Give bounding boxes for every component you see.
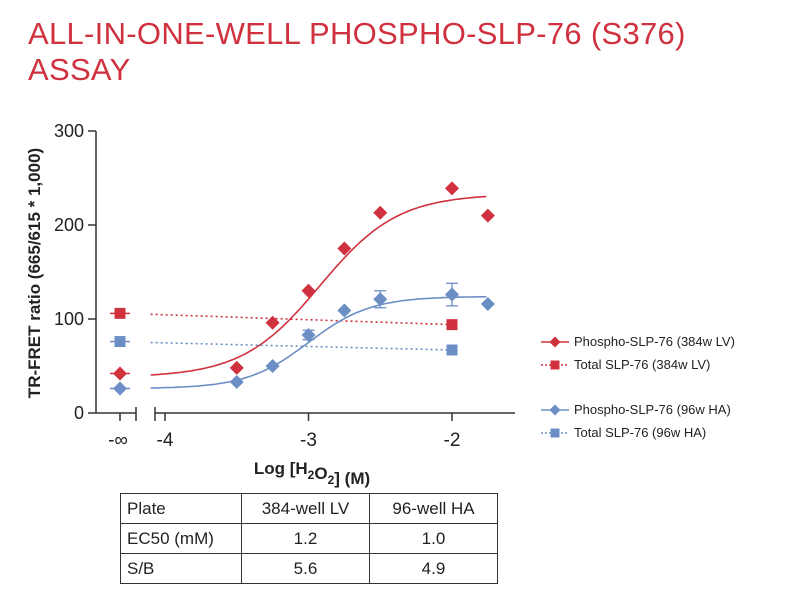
- legend-label-phospho-96: Phospho-SLP-76 (96w HA): [574, 402, 731, 417]
- legend-item-phospho-96: Phospho-SLP-76 (96w HA): [540, 398, 790, 421]
- series-0-fit-curve: [150, 195, 487, 376]
- legend-point: [549, 336, 561, 347]
- series-0-point: [301, 283, 316, 298]
- legend-label-total-96: Total SLP-76 (96w HA): [574, 425, 707, 440]
- series-2-point: [480, 296, 495, 311]
- series-3-point: [446, 344, 458, 356]
- y-tick-label: 0: [74, 403, 84, 423]
- series-3-trend-line: [150, 341, 453, 351]
- summary-header-cell: 384-well LV: [241, 493, 370, 524]
- summary-row: EC50 (mM) 1.2 1.0: [120, 523, 498, 554]
- summary-header-row: Plate 384-well LV 96-well HA: [120, 493, 498, 524]
- series-2-point: [337, 303, 352, 318]
- legend-marker-phospho-96: [541, 404, 569, 415]
- legend-marker-total-384: [541, 360, 569, 369]
- summary-cell: 5.6: [241, 553, 370, 584]
- series-0-baseline-point: [113, 366, 127, 381]
- series-2-point: [265, 359, 280, 373]
- legend-point: [549, 404, 561, 415]
- summary-cell: EC50 (mM): [120, 523, 242, 554]
- summary-header-cell: 96-well HA: [369, 493, 498, 524]
- series-3-baseline-point: [114, 336, 126, 348]
- legend-item-total-384: Total SLP-76 (384w LV): [540, 353, 790, 376]
- summary-row: S/B 5.6 4.9: [120, 553, 498, 584]
- legend-point: [550, 428, 560, 437]
- x-tick-label: -4: [157, 430, 174, 451]
- legend-label-phospho-384: Phospho-SLP-76 (384w LV): [574, 334, 735, 349]
- summary-cell: 1.2: [241, 523, 370, 554]
- series-2-point: [373, 292, 388, 307]
- chart-title: ALL-IN-ONE-WELL PHOSPHO-SLP-76 (S376) AS…: [28, 16, 748, 88]
- legend-item-total-96: Total SLP-76 (96w HA): [540, 421, 790, 444]
- legend-label-total-384: Total SLP-76 (384w LV): [574, 357, 711, 372]
- data-points: [113, 181, 495, 396]
- series-0-point: [229, 360, 244, 375]
- legend-item-phospho-384: Phospho-SLP-76 (384w LV): [540, 330, 790, 353]
- series-2-point: [301, 327, 316, 342]
- axes: 0 100 200 300 -∞ -4 -3 -2 Log [H2O2] (M) TR-FRET …: [25, 121, 515, 488]
- summary-cell: 1.0: [369, 523, 498, 554]
- series-0-point: [480, 208, 495, 223]
- fit-curves: [110, 195, 487, 390]
- summary-cell: S/B: [120, 553, 242, 584]
- y-tick-label: 100: [54, 309, 84, 329]
- y-tick-label: 200: [54, 215, 84, 235]
- series-1-baseline-point: [114, 307, 126, 319]
- legend-marker-phospho-384: [541, 336, 569, 347]
- x-tick-label: -∞: [108, 430, 128, 451]
- summary-table: Plate 384-well LV 96-well HA EC50 (mM) 1…: [120, 493, 498, 584]
- x-tick-label: -3: [300, 430, 317, 451]
- series-2-point: [445, 287, 459, 302]
- legend: Phospho-SLP-76 (384w LV) Total SLP-76 (3…: [540, 330, 790, 444]
- series-2-baseline-point: [113, 381, 127, 396]
- series-0-point: [337, 241, 352, 256]
- series-0-point: [265, 315, 280, 330]
- chart-title-line1: ALL-IN-ONE-WELL PHOSPHO-SLP-76 (S376): [28, 16, 686, 51]
- series-1-trend-line: [150, 313, 453, 326]
- series-0-point: [373, 205, 388, 220]
- summary-header-cell: Plate: [120, 493, 242, 524]
- legend-point: [550, 360, 560, 369]
- series-2-point: [229, 374, 244, 389]
- series-0-point: [445, 181, 459, 196]
- chart-title-line2: ASSAY: [28, 52, 131, 87]
- series-2-fit-curve: [150, 295, 487, 389]
- summary-cell: 4.9: [369, 553, 498, 584]
- x-axis-label: Log [H2O2] (M): [254, 459, 370, 488]
- y-axis-label: TR-FRET ratio (665/615 * 1,000): [25, 148, 44, 398]
- series-1-point: [446, 319, 458, 331]
- x-tick-label: -2: [444, 430, 461, 451]
- y-tick-label: 300: [54, 121, 84, 141]
- legend-marker-total-96: [541, 428, 569, 437]
